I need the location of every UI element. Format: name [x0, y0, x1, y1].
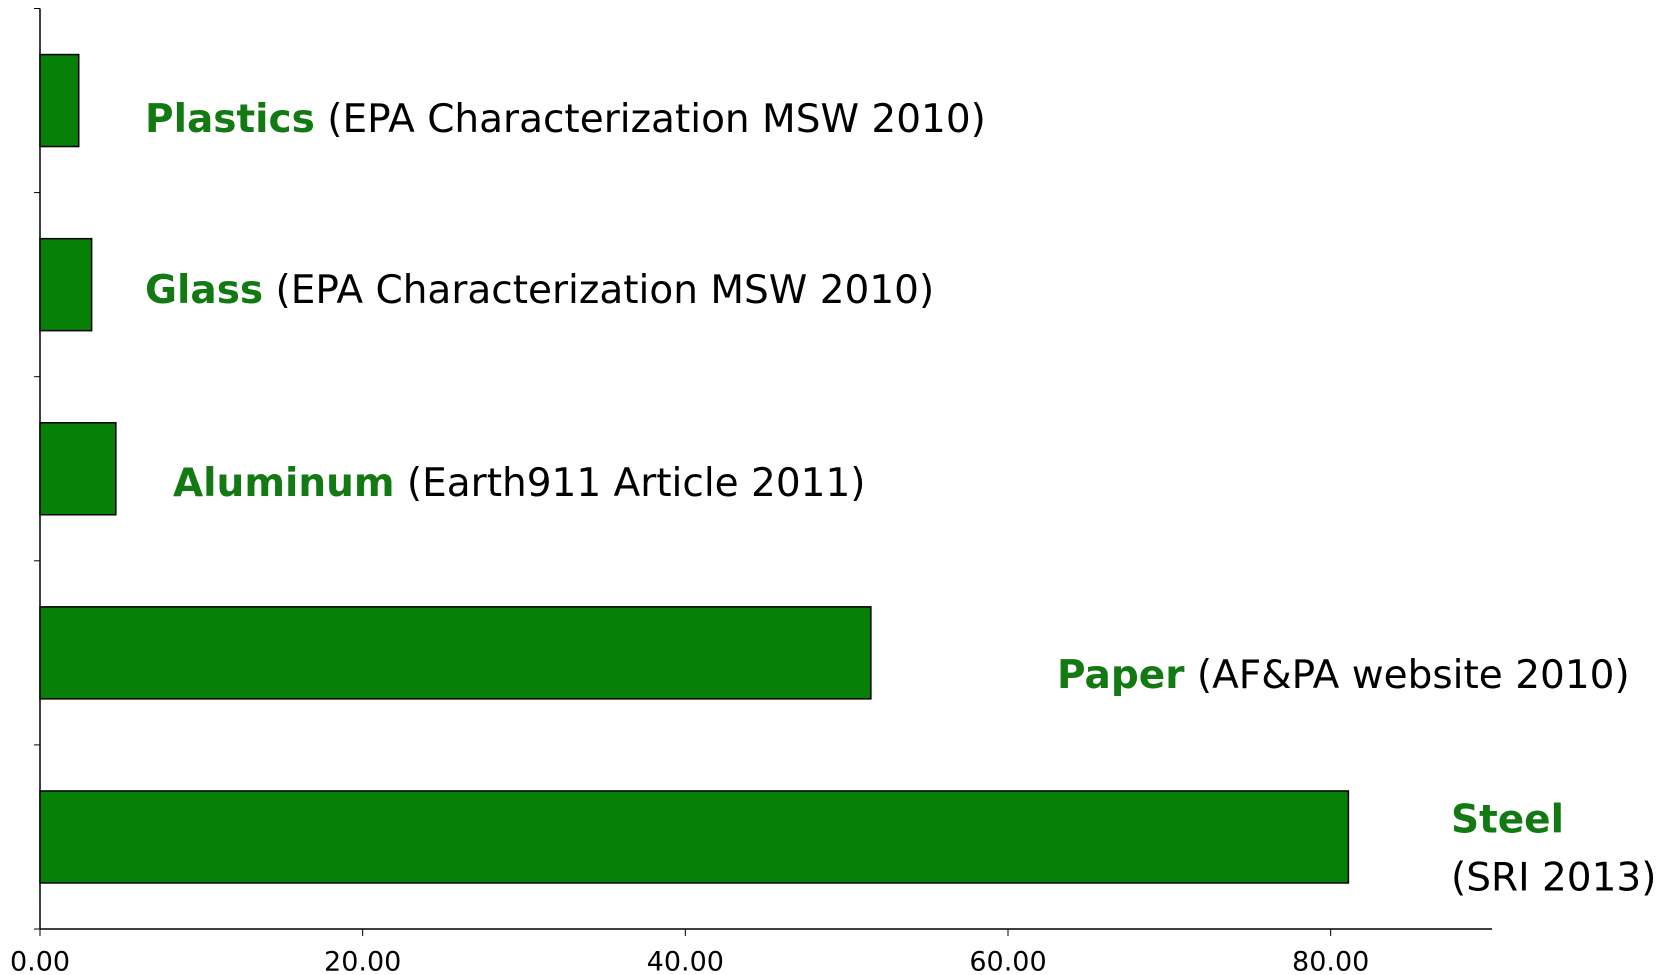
source-label: (EPA Characterization MSW 2010): [327, 97, 986, 142]
x-tick-label: 60.00: [969, 947, 1046, 975]
x-tick-label: 20.00: [324, 947, 401, 975]
x-tick-label: 40.00: [647, 947, 724, 975]
source-label: (EPA Characterization MSW 2010): [276, 268, 935, 313]
bar-label: Glass (EPA Characterization MSW 2010): [145, 268, 934, 313]
source-label: (SRI 2013): [1451, 856, 1656, 901]
bar-label: Aluminum (Earth911 Article 2011): [173, 461, 866, 506]
category-label: Plastics: [145, 97, 315, 142]
bar: [39, 606, 872, 700]
x-tick-label: 0.00: [10, 947, 70, 975]
category-label: Glass: [145, 268, 263, 313]
bar: [39, 53, 80, 148]
bar: [39, 422, 117, 516]
bar: [39, 237, 93, 332]
x-tick-label: 80.00: [1292, 947, 1369, 975]
source-label: (AF&PA website 2010): [1197, 653, 1630, 698]
category-label: Steel: [1451, 798, 1564, 843]
source-label: (Earth911 Article 2011): [407, 461, 866, 506]
category-label: Aluminum: [173, 461, 395, 506]
category-label: Paper: [1057, 653, 1185, 698]
bar: [39, 790, 1350, 884]
bar-label: Plastics (EPA Characterization MSW 2010): [145, 97, 986, 142]
bar-label: Paper (AF&PA website 2010): [1057, 653, 1630, 698]
